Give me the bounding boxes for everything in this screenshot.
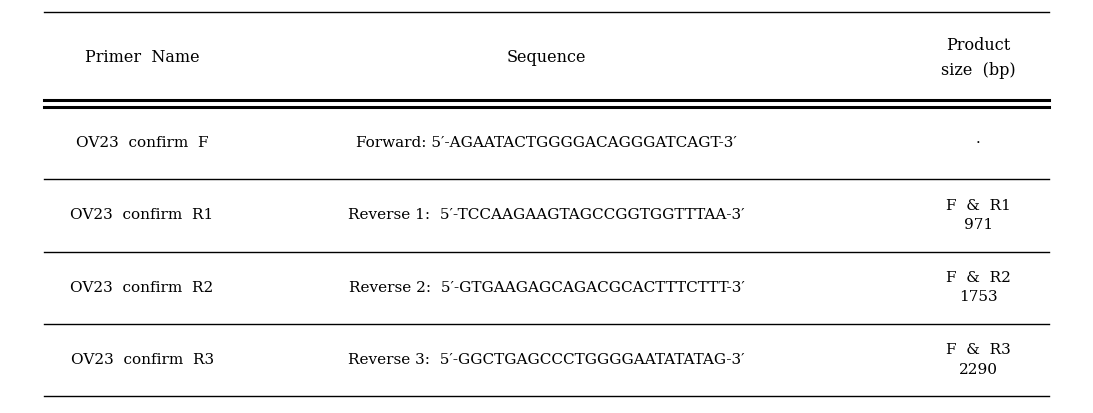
Text: Reverse 1:  5′-TCCAAGAAGTAGCCGGTGGTTTAA-3′: Reverse 1: 5′-TCCAAGAAGTAGCCGGTGGTTTAA-3… — [349, 209, 744, 222]
Text: Product
size  (bp): Product size (bp) — [941, 37, 1015, 79]
Text: Sequence: Sequence — [507, 49, 586, 66]
Text: Forward: 5′-AGAATACTGGGGACAGGGATCAGT-3′: Forward: 5′-AGAATACTGGGGACAGGGATCAGT-3′ — [356, 136, 737, 150]
Text: Reverse 3:  5′-GGCTGAGCCCTGGGGAATATATAG-3′: Reverse 3: 5′-GGCTGAGCCCTGGGGAATATATAG-3… — [349, 353, 744, 367]
Text: OV23  confirm  R1: OV23 confirm R1 — [70, 209, 214, 222]
Text: F  &  R3
2290: F & R3 2290 — [945, 343, 1011, 377]
Text: F  &  R2
1753: F & R2 1753 — [945, 271, 1011, 304]
Text: OV23  confirm  F: OV23 confirm F — [75, 136, 209, 150]
Text: F  &  R1
971: F & R1 971 — [945, 199, 1011, 232]
Text: ·: · — [976, 136, 980, 150]
Text: OV23  confirm  R2: OV23 confirm R2 — [70, 281, 214, 294]
Text: OV23  confirm  R3: OV23 confirm R3 — [71, 353, 213, 367]
Text: Primer  Name: Primer Name — [85, 49, 199, 66]
Text: Reverse 2:  5′-GTGAAGAGCAGACGCACTTTCTTT-3′: Reverse 2: 5′-GTGAAGAGCAGACGCACTTTCTTT-3… — [349, 281, 744, 294]
